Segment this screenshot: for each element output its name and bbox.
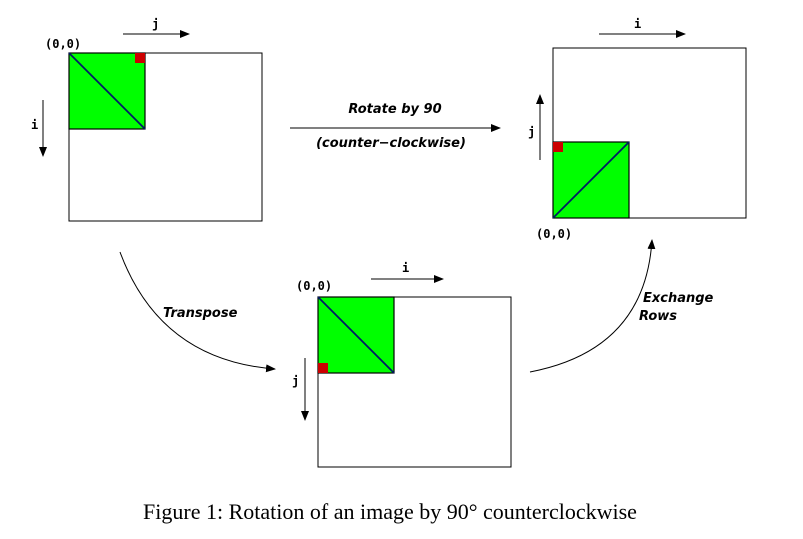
horizontal-axis-label: i bbox=[402, 261, 409, 275]
exchange-label: Exchange bbox=[643, 291, 714, 306]
exchange-rows-label: Rows bbox=[639, 309, 677, 324]
vertical-axis-label: j bbox=[528, 125, 535, 139]
red-corner-marker bbox=[553, 142, 563, 152]
transpose-arrow-group: Transpose bbox=[119, 251, 276, 373]
red-corner-marker bbox=[318, 363, 328, 373]
figure-caption: Figure 1: Rotation of an image by 90° co… bbox=[143, 499, 637, 524]
panel-rotated: (0,0) i j bbox=[528, 17, 747, 241]
panel-transposed: (0,0) i j bbox=[292, 261, 512, 468]
origin-label: (0,0) bbox=[45, 37, 81, 51]
square-diagonal bbox=[68, 52, 146, 130]
horizontal-axis-label: j bbox=[152, 17, 159, 31]
transpose-arrow bbox=[119, 251, 276, 373]
red-corner-marker bbox=[135, 53, 145, 63]
vertical-axis-label: i bbox=[31, 118, 38, 132]
origin-label: (0,0) bbox=[536, 227, 572, 241]
transpose-label: Transpose bbox=[163, 306, 238, 321]
vertical-axis-label: j bbox=[292, 374, 299, 388]
rotate-direction-label: (counter−clockwise) bbox=[316, 136, 466, 151]
exchange-arrow-group: Exchange Rows bbox=[529, 239, 714, 373]
horizontal-axis-label: i bbox=[634, 17, 641, 31]
origin-label: (0,0) bbox=[296, 279, 332, 293]
rotate-arrow-group: Rotate by 90 (counter−clockwise) bbox=[290, 102, 501, 151]
panel-original: (0,0) j i bbox=[31, 17, 263, 222]
exchange-arrow bbox=[529, 239, 656, 373]
rotate-label: Rotate by 90 bbox=[348, 102, 441, 117]
square-diagonal bbox=[317, 296, 395, 374]
square-diagonal bbox=[552, 141, 630, 219]
